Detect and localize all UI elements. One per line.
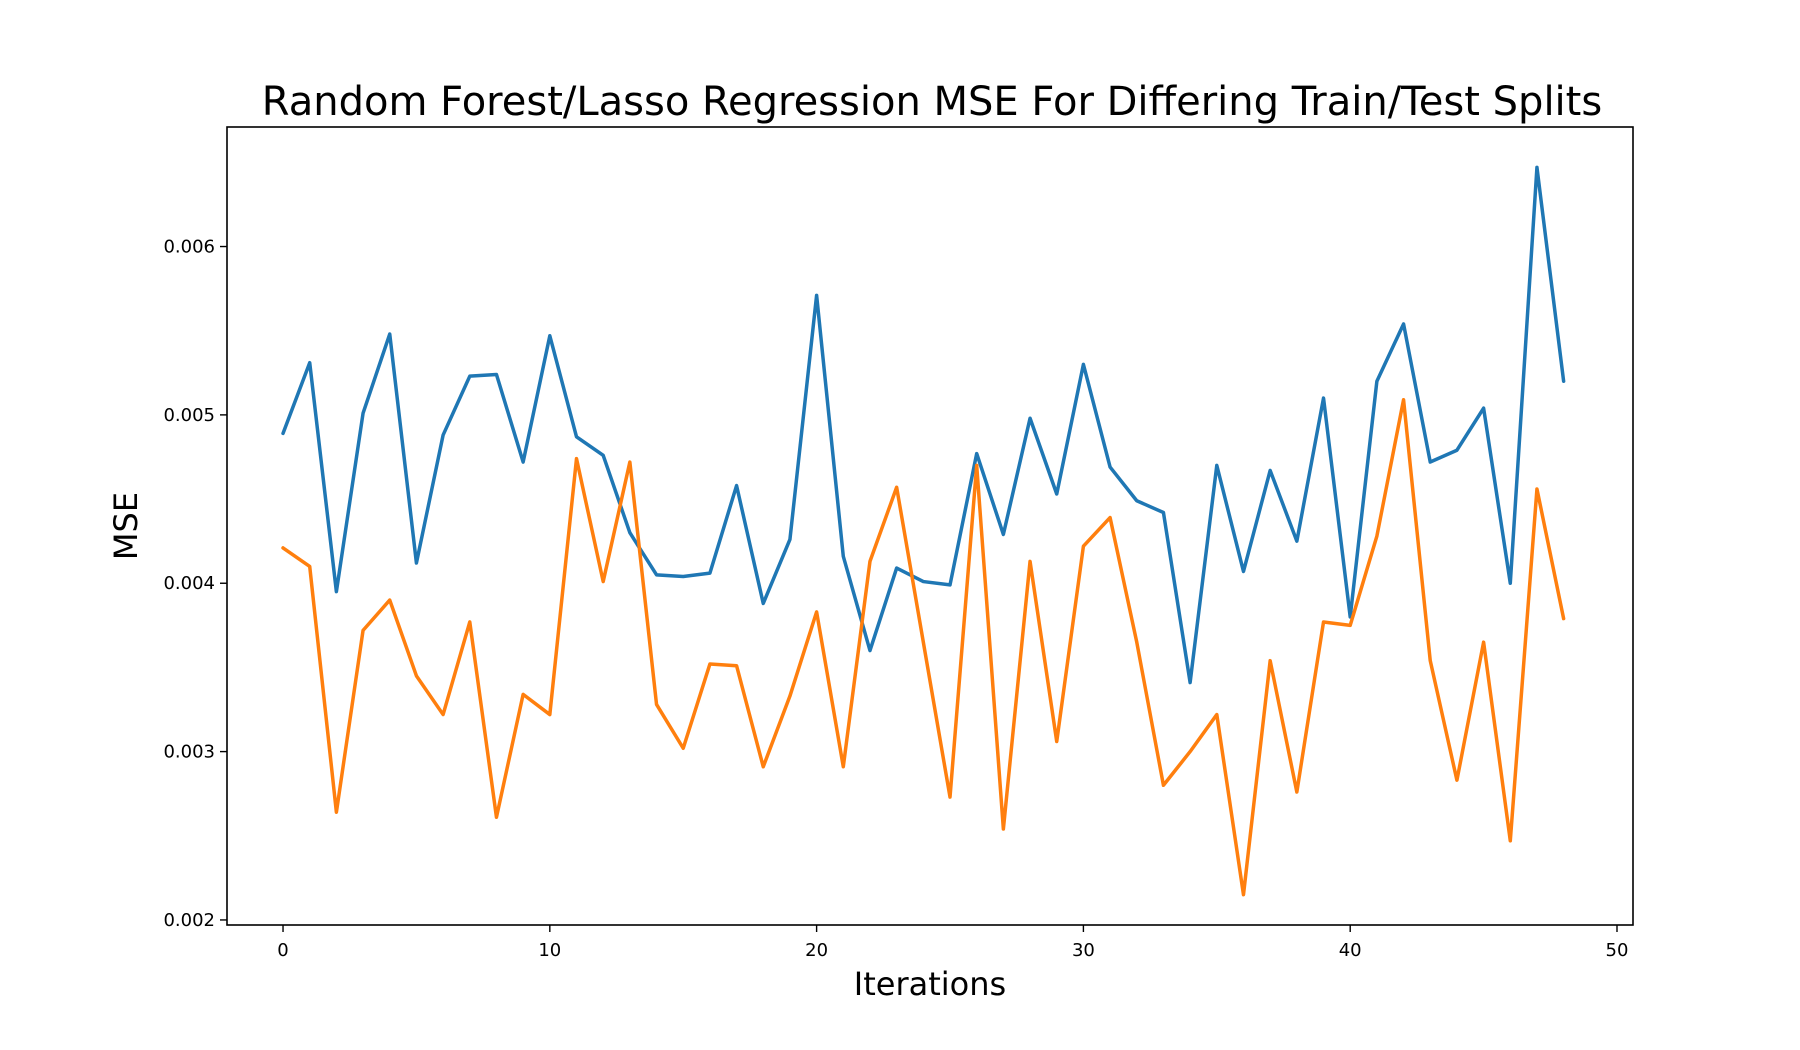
x-tick-label: 10 (538, 940, 561, 961)
chart-title: Random Forest/Lasso Regression MSE For D… (262, 79, 1602, 125)
x-tick-label: 40 (1339, 940, 1362, 961)
y-tick-label: 0.004 (163, 573, 215, 594)
plot-frame (226, 126, 1634, 926)
x-axis-label: Iterations (854, 965, 1006, 1003)
x-tick-label: 30 (1072, 940, 1095, 961)
series-line-1 (281, 165, 1566, 685)
x-tick-label: 50 (1606, 940, 1629, 961)
x-tick-label: 20 (805, 940, 828, 961)
series-line-2 (281, 397, 1566, 897)
y-axis: 0.002 0.003 0.004 0.005 0.006 (163, 237, 227, 931)
x-tick-label: 0 (277, 940, 288, 961)
plot-area (281, 165, 1566, 897)
y-tick-label: 0.005 (163, 405, 215, 426)
y-tick-label: 0.003 (163, 742, 215, 763)
y-tick-label: 0.006 (163, 237, 215, 258)
y-tick-label: 0.002 (163, 910, 215, 931)
x-axis: 0 10 20 30 40 50 (277, 925, 1628, 961)
y-axis-label: MSE (107, 492, 145, 560)
